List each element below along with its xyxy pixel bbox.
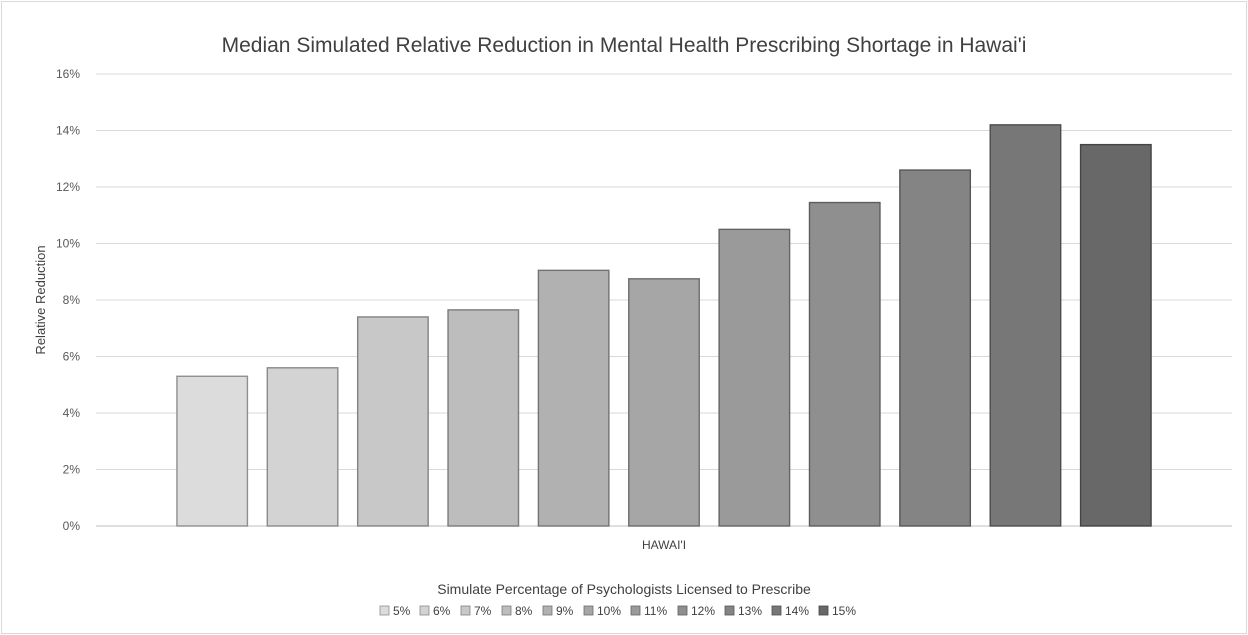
- legend-item: 14%: [785, 604, 809, 618]
- y-tick-label: 14%: [56, 124, 80, 138]
- legend-item: 13%: [738, 604, 762, 618]
- legend-item: 6%: [433, 604, 451, 618]
- legend-swatch: [630, 605, 641, 616]
- legend-swatch: [771, 605, 782, 616]
- y-axis-label: Relative Reduction: [33, 245, 48, 354]
- legend-swatch: [583, 605, 594, 616]
- legend-swatch: [460, 605, 471, 616]
- bar-5pct: [176, 375, 249, 527]
- bar-13pct: [899, 169, 972, 527]
- legend: 5% 6% 7% 8% 9% 10% 11% 12% 13% 14% 15%: [379, 604, 856, 618]
- y-tick-label: 0%: [63, 519, 81, 533]
- legend-swatch: [419, 605, 430, 616]
- chart-title: Median Simulated Relative Reduction in M…: [222, 34, 1027, 57]
- bar-6pct: [266, 367, 339, 527]
- legend-item: 12%: [691, 604, 715, 618]
- bar-7pct: [356, 316, 429, 527]
- y-tick-label: 6%: [63, 350, 81, 364]
- y-axis-ticks: 0% 2% 4% 6% 8% 10% 12% 14% 16%: [56, 67, 80, 533]
- legend-title: Simulate Percentage of Psychologists Lic…: [437, 581, 811, 597]
- category-label: HAWAI'I: [642, 538, 686, 552]
- legend-item: 7%: [474, 604, 492, 618]
- bar-12pct: [808, 201, 881, 527]
- legend-item: 11%: [644, 604, 667, 618]
- y-tick-label: 10%: [56, 237, 80, 251]
- y-tick-label: 12%: [56, 180, 80, 194]
- bar-11pct: [718, 228, 791, 527]
- y-tick-label: 2%: [63, 463, 81, 477]
- legend-item: 9%: [556, 604, 574, 618]
- legend-item: 5%: [393, 604, 411, 618]
- legend-item: 10%: [597, 604, 621, 618]
- legend-swatch: [542, 605, 553, 616]
- legend-swatch: [379, 605, 390, 616]
- legend-swatch: [677, 605, 688, 616]
- legend-swatch: [724, 605, 735, 616]
- legend-item: 15%: [832, 604, 856, 618]
- legend-item: 8%: [515, 604, 533, 618]
- y-tick-label: 8%: [63, 293, 81, 307]
- bar-10pct: [628, 278, 700, 527]
- bar-8pct: [447, 309, 520, 527]
- legend-swatch: [818, 605, 829, 616]
- bar-15pct: [1079, 143, 1152, 527]
- bars: [176, 124, 1152, 527]
- bar-9pct: [537, 269, 610, 527]
- legend-swatch: [501, 605, 512, 616]
- bar-14pct: [989, 124, 1062, 527]
- y-tick-label: 4%: [63, 406, 81, 420]
- y-tick-label: 16%: [56, 67, 80, 81]
